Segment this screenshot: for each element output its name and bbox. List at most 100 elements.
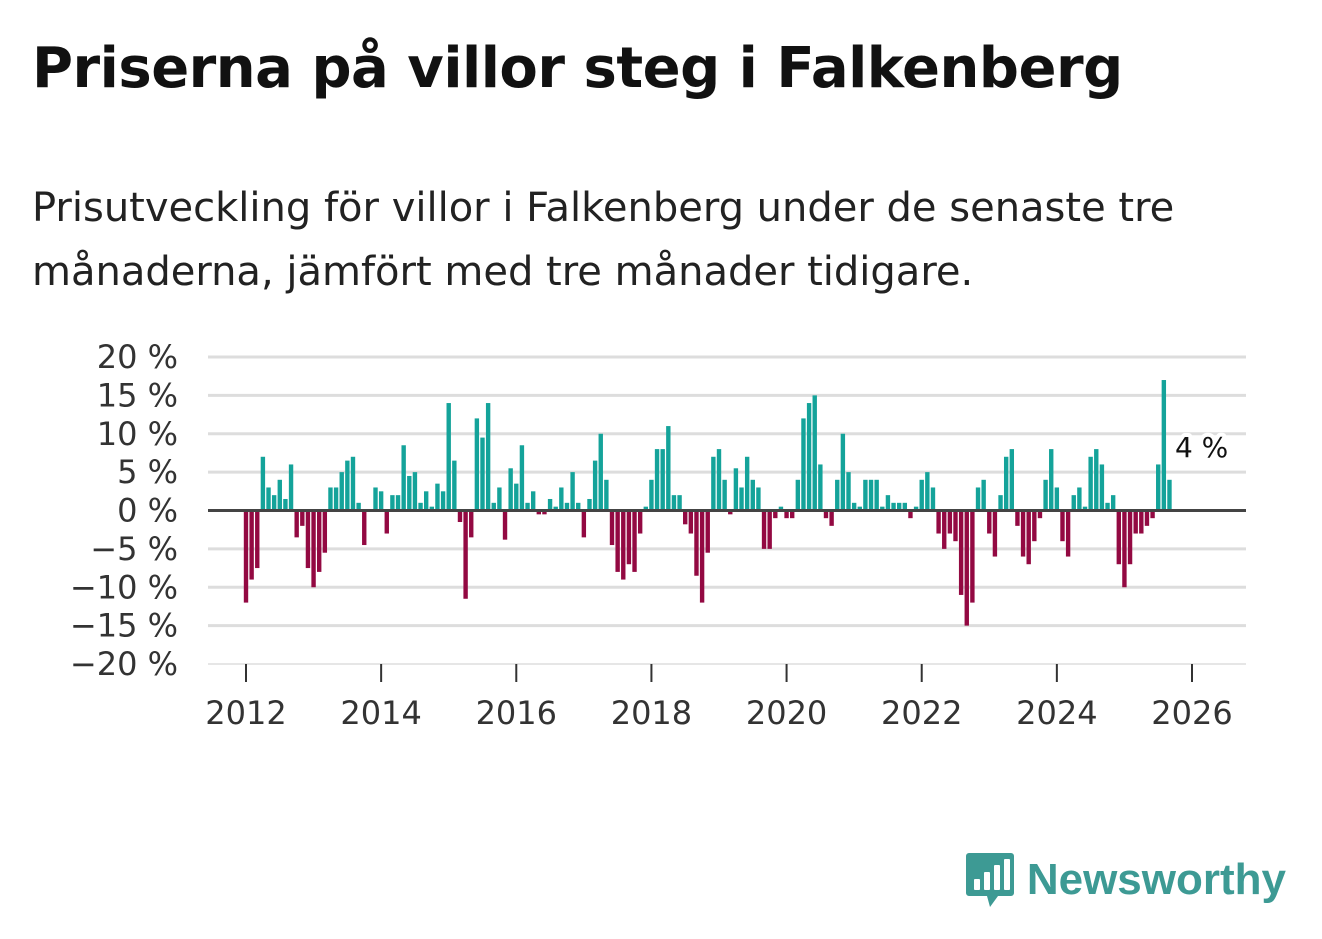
bar: [333, 487, 339, 511]
bar: [469, 510, 474, 538]
bar: [744, 456, 750, 511]
bar: [581, 510, 587, 538]
bar: [395, 495, 401, 511]
bar: [868, 479, 874, 511]
x-tick-label: 2020: [746, 694, 827, 732]
bar: [1110, 495, 1116, 511]
bar: [266, 487, 271, 511]
bar: [300, 510, 305, 526]
bar: [384, 510, 389, 534]
bar: [621, 510, 626, 580]
bar: [559, 487, 564, 511]
bar: [705, 510, 710, 553]
bar: [429, 506, 435, 511]
bar: [508, 468, 513, 511]
bar: [243, 510, 249, 603]
bar: [463, 510, 468, 599]
bar: [947, 510, 953, 534]
bar: [829, 510, 834, 526]
bar: [598, 433, 603, 511]
bar: [440, 491, 446, 511]
bar: [874, 479, 879, 511]
bar: [654, 449, 660, 511]
bar: [1054, 487, 1060, 511]
bar: [260, 456, 266, 511]
bar: [716, 449, 722, 511]
bar: [851, 502, 857, 511]
bar: [896, 502, 902, 511]
bar: [666, 426, 671, 511]
bar: [1049, 449, 1054, 511]
bar: [761, 510, 767, 549]
bar: [412, 472, 418, 511]
bar: [1020, 510, 1026, 557]
chart-subtitle: Prisutveckling för villor i Falkenberg u…: [32, 185, 1175, 295]
bar: [975, 487, 981, 511]
bar: [683, 510, 688, 525]
bar-chart: 20 %15 %10 %5 %0 %−5 %−10 %−15 %−20 % 201…: [70, 338, 1246, 732]
bar: [958, 510, 964, 595]
bar: [350, 456, 356, 511]
bar: [530, 491, 536, 511]
bar: [930, 487, 936, 511]
bar: [491, 502, 496, 511]
bar: [328, 487, 333, 511]
bar: [362, 510, 367, 546]
bar: [525, 502, 530, 511]
bar: [485, 403, 491, 511]
bar: [699, 510, 705, 603]
grid-layer: [208, 355, 1246, 665]
annotation-layer: 4 %: [1171, 427, 1232, 468]
bar: [750, 479, 755, 511]
bar: [356, 502, 361, 511]
bar: [345, 460, 350, 511]
bar: [739, 487, 744, 511]
bar: [925, 472, 930, 511]
bar: [1026, 510, 1031, 565]
bar: [846, 472, 851, 511]
y-tick-label: −20 %: [70, 645, 178, 683]
bar: [998, 495, 1003, 511]
bar: [756, 487, 761, 511]
bar: [953, 510, 958, 542]
bar: [452, 460, 457, 511]
bar: [1015, 510, 1020, 526]
bar: [1082, 506, 1088, 511]
bar: [992, 510, 998, 557]
bar: [502, 510, 508, 540]
bar: [643, 506, 648, 511]
x-tick-label: 2018: [611, 694, 692, 732]
bar: [283, 498, 288, 511]
bar: [1032, 510, 1037, 542]
annotation-label: 4 %: [1175, 431, 1228, 464]
bar: [305, 510, 311, 569]
bar: [728, 510, 733, 515]
bar: [1088, 456, 1093, 511]
x-tick-label: 2026: [1151, 694, 1232, 732]
bar: [553, 506, 558, 511]
bar: [790, 510, 795, 519]
bar: [694, 510, 699, 576]
bar: [407, 475, 412, 511]
bar: [339, 472, 344, 511]
bar: [1105, 502, 1110, 511]
bar: [970, 510, 975, 603]
bar: [564, 502, 570, 511]
bar: [784, 510, 789, 519]
bar: [311, 510, 316, 588]
bar: [812, 395, 817, 511]
bar: [913, 506, 919, 511]
bar: [880, 506, 885, 511]
bar: [778, 506, 784, 511]
bar: [604, 479, 609, 511]
bar: [987, 510, 992, 534]
y-tick-label: 10 %: [97, 415, 178, 453]
bar: [587, 498, 592, 511]
bar: [677, 495, 682, 511]
x-tick-label: 2022: [881, 694, 962, 732]
bar: [1133, 510, 1138, 534]
bar: [818, 464, 823, 511]
bar: [806, 403, 812, 511]
bar: [1150, 510, 1155, 519]
bar: [1065, 510, 1071, 557]
